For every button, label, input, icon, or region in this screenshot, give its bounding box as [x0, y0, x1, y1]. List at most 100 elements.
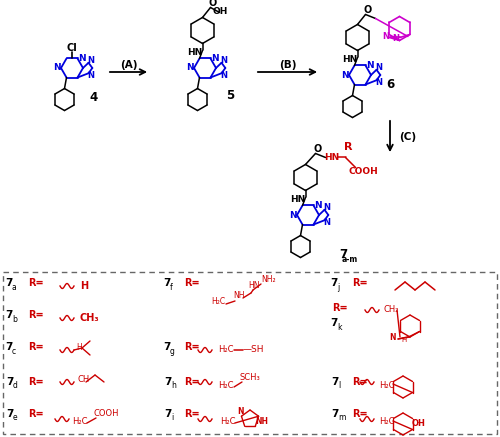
Text: N: N — [366, 61, 374, 70]
Text: N: N — [237, 406, 243, 416]
Text: HN: HN — [324, 153, 339, 162]
FancyBboxPatch shape — [3, 272, 497, 434]
Text: 7: 7 — [164, 377, 172, 387]
Text: H: H — [401, 337, 406, 343]
Text: NH: NH — [233, 291, 244, 301]
Text: R=: R= — [332, 303, 347, 313]
Text: 6: 6 — [386, 79, 394, 91]
Text: R=: R= — [352, 377, 368, 387]
Text: (B): (B) — [279, 60, 296, 70]
Text: HN: HN — [187, 48, 202, 57]
Text: HN: HN — [248, 281, 260, 291]
Text: H₂C: H₂C — [218, 382, 234, 391]
Text: —SH: —SH — [243, 346, 264, 354]
Text: a-m: a-m — [342, 254, 358, 264]
Text: 7: 7 — [164, 409, 172, 419]
Text: 7: 7 — [163, 278, 170, 288]
Text: N: N — [323, 218, 330, 227]
Text: j: j — [337, 282, 339, 291]
Text: R=: R= — [28, 278, 44, 288]
Text: m: m — [338, 413, 345, 423]
Text: a: a — [11, 282, 16, 291]
Text: N: N — [375, 78, 382, 87]
Text: R=: R= — [184, 278, 200, 288]
Text: 7: 7 — [330, 278, 338, 288]
Text: SCH₃: SCH₃ — [240, 374, 261, 382]
Text: N: N — [220, 71, 227, 80]
Text: R=: R= — [28, 342, 44, 352]
Text: H: H — [76, 343, 82, 353]
Text: HN: HN — [342, 55, 357, 64]
Text: R=: R= — [184, 377, 200, 387]
Text: R=: R= — [184, 342, 200, 352]
Text: b: b — [12, 315, 17, 323]
Text: CH₃: CH₃ — [80, 313, 100, 323]
Text: 5: 5 — [226, 89, 234, 102]
Text: H₂C: H₂C — [218, 346, 234, 354]
Text: 7: 7 — [6, 409, 14, 419]
Text: N: N — [375, 63, 382, 72]
Text: N: N — [382, 32, 389, 41]
Text: N: N — [389, 333, 395, 342]
Text: i: i — [171, 413, 173, 423]
Text: N: N — [341, 70, 349, 80]
Text: H₂C: H₂C — [220, 417, 236, 427]
Text: NH₂: NH₂ — [261, 275, 276, 284]
Text: 7: 7 — [331, 409, 338, 419]
Text: 7: 7 — [330, 318, 338, 328]
Text: N: N — [314, 201, 322, 210]
Text: Cl: Cl — [66, 43, 78, 53]
Text: R=: R= — [28, 310, 44, 320]
Text: 4: 4 — [90, 91, 98, 104]
Text: H₂C: H₂C — [72, 417, 88, 427]
Text: H: H — [80, 281, 88, 291]
Text: OH: OH — [412, 420, 426, 429]
Text: N: N — [323, 203, 330, 212]
Text: CH: CH — [77, 375, 89, 385]
Text: R=: R= — [184, 409, 200, 419]
Text: N: N — [78, 54, 86, 63]
Text: O: O — [208, 0, 216, 8]
Text: 7: 7 — [331, 377, 338, 387]
Text: N: N — [53, 63, 61, 73]
Text: H₂C: H₂C — [379, 381, 394, 389]
Text: O: O — [364, 6, 372, 15]
Text: H₂C: H₂C — [379, 417, 394, 427]
Text: 7: 7 — [339, 249, 347, 261]
Text: CH₂: CH₂ — [383, 305, 398, 315]
Text: 7: 7 — [163, 342, 170, 352]
Text: 7: 7 — [5, 278, 12, 288]
Text: HN: HN — [290, 195, 305, 204]
Text: c: c — [12, 347, 16, 356]
Text: R: R — [344, 142, 353, 153]
Text: N: N — [186, 63, 194, 73]
Text: g: g — [170, 347, 175, 356]
Text: N: N — [210, 54, 218, 63]
Text: 7: 7 — [6, 377, 14, 387]
Text: (C): (C) — [400, 132, 416, 142]
Text: R=: R= — [28, 377, 44, 387]
Text: l: l — [338, 382, 340, 391]
Text: O: O — [314, 145, 322, 154]
Text: k: k — [337, 323, 342, 332]
Text: (A): (A) — [120, 60, 137, 70]
Text: e: e — [13, 413, 18, 423]
Text: 7: 7 — [5, 342, 12, 352]
Text: COOH: COOH — [94, 409, 120, 419]
Text: R=: R= — [352, 409, 368, 419]
Text: H₂C: H₂C — [211, 298, 225, 306]
Text: N: N — [87, 71, 94, 80]
Text: COOH: COOH — [348, 167, 378, 176]
Text: N: N — [87, 56, 94, 65]
Text: R=: R= — [352, 278, 368, 288]
Text: OH: OH — [213, 7, 228, 16]
Text: R=: R= — [28, 409, 44, 419]
Text: N: N — [220, 56, 227, 65]
Text: N: N — [392, 34, 400, 43]
Text: NH: NH — [256, 416, 268, 426]
Text: d: d — [13, 382, 18, 391]
Text: N: N — [289, 211, 297, 219]
Text: h: h — [171, 382, 176, 391]
Text: 7: 7 — [5, 310, 12, 320]
Text: f: f — [170, 282, 173, 291]
